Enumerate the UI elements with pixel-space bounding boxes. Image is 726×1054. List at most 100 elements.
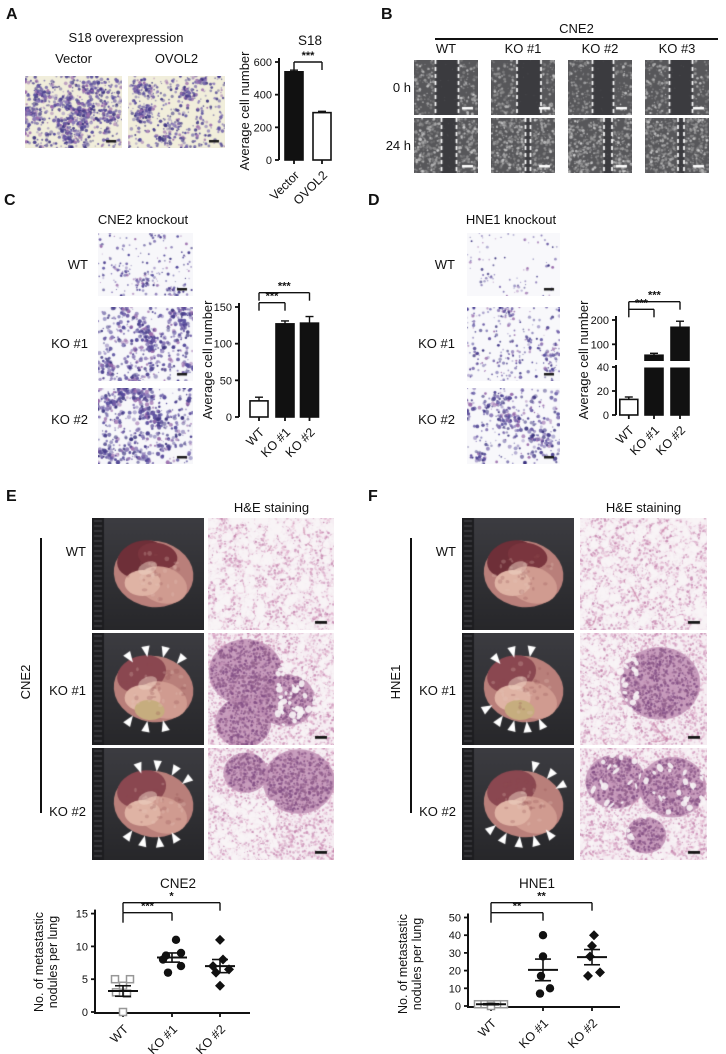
svg-text:Average cell number: Average cell number [576, 300, 591, 420]
svg-text:100: 100 [591, 339, 609, 351]
f-group-bracket [410, 538, 412, 813]
svg-text:KO #2: KO #2 [653, 423, 688, 458]
hne1-ko1-lung-photo [462, 633, 574, 745]
svg-text:***: *** [278, 281, 292, 293]
c-row-ko1: KO #1 [51, 336, 88, 351]
e-row-ko2: KO #2 [49, 804, 86, 819]
svg-text:*: * [169, 891, 174, 903]
svg-text:200: 200 [254, 122, 272, 134]
cne2-ko2-he-micrograph [208, 748, 334, 860]
svg-text:**: ** [513, 901, 522, 913]
hne1-nodules-scatter-plot: HNE1 No. of metastastic nodules per lung 0 1… [396, 876, 620, 1051]
svg-text:5: 5 [82, 974, 88, 986]
hne1-ko1-transwell-micrograph [467, 307, 560, 381]
svg-text:***: *** [141, 901, 155, 913]
svg-text:40: 40 [597, 362, 609, 374]
d-row-wt: WT [434, 257, 455, 272]
panel-f-label: F [368, 488, 378, 505]
svg-text:600: 600 [254, 57, 272, 69]
svg-text:***: *** [266, 291, 280, 303]
svg-text:***: *** [635, 297, 649, 309]
svg-text:0: 0 [603, 410, 609, 422]
wound-assay-wt-0h [414, 60, 478, 115]
panel-c-title: CNE2 knockout [97, 212, 189, 227]
f-he-title: H&E staining [605, 500, 682, 515]
b-col-ko1: KO #1 [504, 41, 542, 56]
svg-text:10: 10 [76, 941, 88, 953]
f-row-wt: WT [435, 544, 456, 559]
e-row-ko1: KO #1 [49, 683, 86, 698]
svg-text:nodules per lung: nodules per lung [410, 918, 424, 1010]
panel-a-label: A [6, 6, 18, 23]
wound-assay-wt-24h [414, 118, 478, 173]
cne2-ko1-transwell-micrograph [98, 307, 193, 381]
e-group-bracket [40, 538, 42, 813]
svg-text:WT: WT [107, 1022, 131, 1046]
svg-text:No. of metastastic: No. of metastastic [396, 914, 410, 1014]
cne2-wt-lung-photo [92, 518, 204, 630]
f-row-ko1: KO #1 [419, 683, 456, 698]
e-he-title: H&E staining [233, 500, 310, 515]
b-col-wt: WT [435, 41, 457, 56]
b-col-ko3: KO #3 [658, 41, 696, 56]
svg-text:0: 0 [266, 155, 272, 167]
svg-text:Average cell number: Average cell number [200, 300, 215, 420]
s18-bar-chart: Average cell numberS180200400600VectorOV… [237, 33, 332, 208]
ovol2-transwell-micrograph [128, 76, 225, 148]
panel-e-label: E [6, 488, 17, 505]
svg-text:50: 50 [220, 375, 232, 387]
cne2-nodules-scatter-plot: CNE2 No. of metastastic nodules per lung 0 5… [32, 876, 250, 1054]
panel-d-label: D [368, 192, 380, 209]
svg-text:S18: S18 [298, 33, 322, 48]
panel-b-label: B [381, 6, 393, 23]
d-row-ko1: KO #1 [418, 336, 455, 351]
svg-text:30: 30 [449, 948, 461, 960]
svg-text:0: 0 [82, 1007, 88, 1019]
e-row-wt: WT [65, 544, 86, 559]
svg-text:50: 50 [449, 913, 461, 925]
svg-text:KO #1: KO #1 [516, 1016, 551, 1051]
condition-label-vector: Vector [55, 51, 92, 66]
svg-text:KO #2: KO #2 [193, 1022, 228, 1054]
wound-assay-ko2-24h [568, 118, 632, 173]
c-row-ko2: KO #2 [51, 412, 88, 427]
svg-text:200: 200 [591, 315, 609, 327]
c-row-wt: WT [67, 257, 88, 272]
f-group-label: HNE1 [388, 664, 403, 700]
wound-assay-ko1-24h [491, 118, 555, 173]
cne2-wt-transwell-micrograph [98, 233, 193, 296]
svg-text:40: 40 [449, 930, 461, 942]
cne2-ko2-transwell-micrograph [98, 388, 193, 464]
svg-text:15: 15 [76, 909, 88, 921]
e-group-label: CNE2 [18, 664, 33, 700]
svg-text:KO #2: KO #2 [565, 1016, 600, 1051]
hne1-ko2-transwell-micrograph [467, 388, 560, 464]
hne1-wt-he-micrograph [580, 518, 707, 630]
svg-text:CNE2: CNE2 [160, 876, 196, 891]
svg-text:20: 20 [449, 966, 461, 978]
panel-c-label: C [4, 192, 16, 209]
wound-assay-ko2-0h [568, 60, 632, 115]
condition-label-ovol2: OVOL2 [154, 51, 199, 66]
svg-text:No. of metastastic: No. of metastastic [32, 912, 46, 1012]
cne2-ko1-lung-photo [92, 633, 204, 745]
svg-text:10: 10 [449, 983, 461, 995]
svg-text:150: 150 [214, 302, 232, 314]
panel-a-title: S18 overexpression [68, 30, 184, 45]
cne2-ko1-he-micrograph [208, 633, 334, 745]
wound-assay-ko1-0h [491, 60, 555, 115]
vector-transwell-micrograph [25, 76, 122, 148]
svg-text:**: ** [537, 891, 546, 903]
svg-text:***: *** [648, 290, 662, 302]
wound-assay-ko3-24h [645, 118, 709, 173]
wound-assay-ko3-0h [645, 60, 709, 115]
svg-text:100: 100 [214, 339, 232, 351]
hne1-ko1-he-micrograph [580, 633, 707, 745]
svg-text:KO #1: KO #1 [145, 1022, 180, 1054]
svg-text:***: *** [302, 50, 316, 62]
svg-text:Average cell number: Average cell number [237, 51, 252, 171]
svg-text:WT: WT [475, 1016, 499, 1040]
